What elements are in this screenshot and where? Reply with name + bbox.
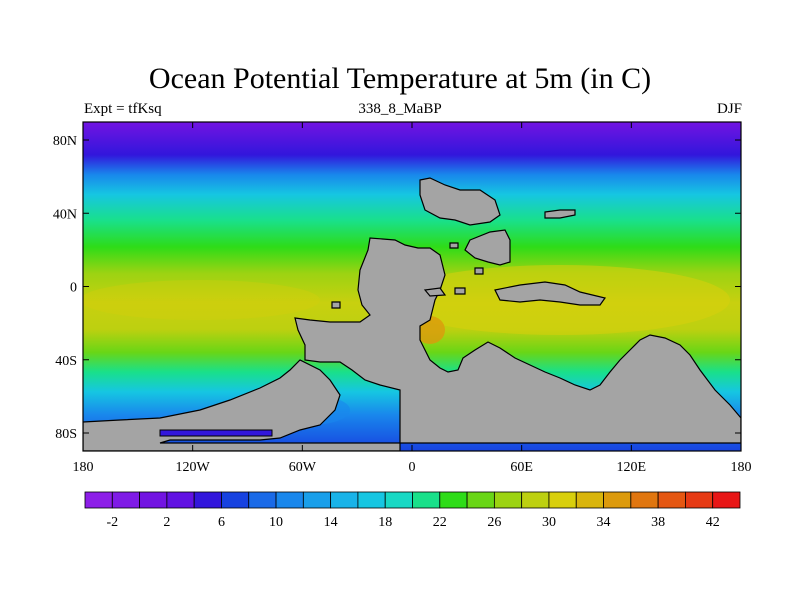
colorbar-label: 6: [218, 515, 225, 530]
map-title: Ocean Potential Temperature at 5m (in C): [148, 62, 652, 95]
x-tick-label: 0: [409, 460, 416, 475]
x-tick-label: 180: [731, 460, 752, 475]
y-tick-label: 40N: [53, 207, 77, 222]
colorbar-swatch: [166, 491, 195, 509]
small-island-1: [423, 287, 447, 297]
colorbar-label: 38: [651, 515, 665, 530]
colorbar-swatch: [193, 491, 222, 509]
colorbar-label: 34: [597, 515, 611, 530]
colorbar-swatch: [575, 491, 604, 509]
x-tick-label: 180: [73, 460, 94, 475]
small-island-5: [331, 301, 341, 309]
colorbar-label: 14: [324, 515, 338, 530]
colorbar: [84, 491, 741, 509]
colorbar-swatch: [521, 491, 550, 509]
colorbar-swatch: [330, 491, 359, 509]
colorbar-swatch: [248, 491, 277, 509]
colorbar-swatch: [630, 491, 659, 509]
y-tick-label: 40S: [55, 354, 77, 369]
eastern-peninsula: [494, 281, 607, 306]
x-tick-label: 60E: [510, 460, 533, 475]
time-label: 338_8_MaBP: [358, 101, 442, 117]
colorbar-label: 22: [433, 515, 447, 530]
colorbar-swatch: [412, 491, 441, 509]
x-tick-label: 120E: [617, 460, 647, 475]
warm-patch-west: [83, 280, 320, 320]
colorbar-label: 2: [163, 515, 170, 530]
colorbar-swatch: [712, 491, 741, 509]
colorbar-swatch: [139, 491, 168, 509]
colorbar-swatch: [221, 491, 250, 509]
y-tick-label: 80N: [53, 134, 77, 149]
colorbar-swatch: [657, 491, 686, 509]
season-label: DJF: [716, 101, 742, 117]
colorbar-swatch: [466, 491, 495, 509]
colorbar-swatch: [302, 491, 332, 509]
small-island-2: [454, 287, 466, 295]
colorbar-swatch: [111, 491, 140, 509]
colorbar-swatch: [384, 491, 413, 509]
colorbar-swatch: [439, 491, 468, 509]
colorbar-swatch: [275, 491, 304, 509]
colorbar-label: 26: [487, 515, 501, 530]
northern-continent: [419, 177, 501, 226]
colorbar-label: 30: [542, 515, 556, 530]
colorbar-label: 42: [706, 515, 720, 530]
island-northeast: [544, 209, 576, 219]
colorbar-label: -2: [106, 515, 118, 530]
experiment-label: Expt = tfKsq: [84, 101, 162, 117]
colorbar-label: 18: [378, 515, 392, 530]
colorbar-swatch: [603, 491, 632, 509]
cold-strip: [159, 429, 273, 437]
colorbar-label: 10: [269, 515, 283, 530]
colorbar-swatch: [685, 491, 714, 509]
x-tick-label: 120W: [176, 460, 211, 475]
colorbar-swatch: [357, 491, 386, 509]
central-landmass: [464, 229, 511, 266]
colorbar-swatch: [548, 491, 577, 509]
colorbar-swatch: [84, 491, 113, 509]
small-island-3: [449, 242, 459, 249]
colorbar-swatch: [493, 491, 523, 509]
y-tick-label: 0: [70, 281, 77, 296]
small-island-4: [474, 267, 484, 275]
southern-landmass: [83, 237, 741, 451]
y-tick-label: 80S: [55, 427, 77, 442]
x-tick-label: 60W: [289, 460, 317, 475]
